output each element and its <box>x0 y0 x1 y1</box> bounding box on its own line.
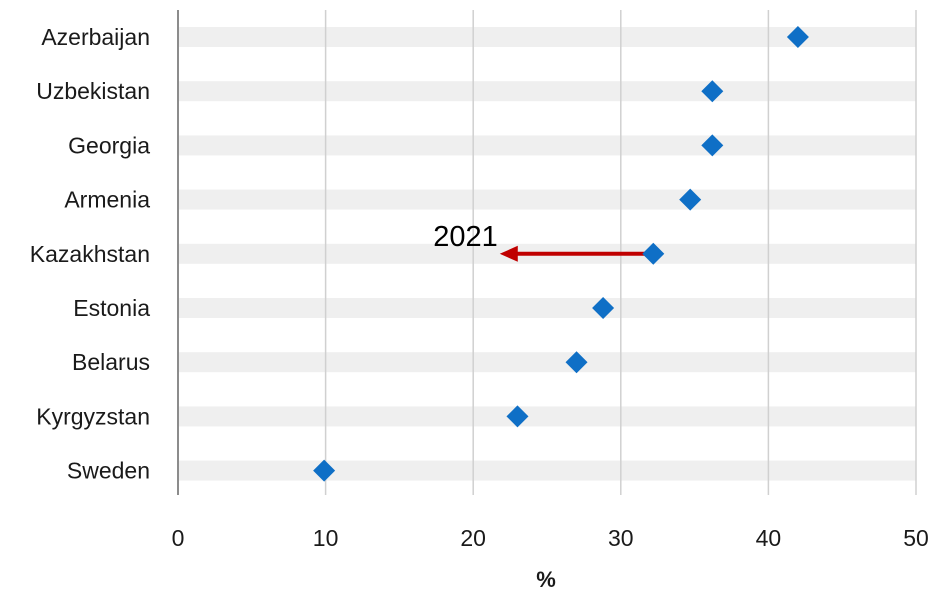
data-point-diamond <box>592 297 615 319</box>
data-point-diamond <box>786 26 809 48</box>
data-point-diamond <box>701 134 724 157</box>
x-tick-labels: 0 10 20 30 40 50 <box>172 525 929 551</box>
category-label: Georgia <box>68 132 150 158</box>
category-label: Estonia <box>73 295 150 321</box>
annotation-label: 2021 <box>433 221 498 253</box>
data-point-diamond <box>642 242 665 265</box>
annotation-2021: 2021 <box>433 221 654 262</box>
data-point-diamond <box>506 405 529 428</box>
category-label: Azerbaijan <box>41 24 150 50</box>
data-markers <box>313 26 809 482</box>
data-point-diamond <box>679 188 702 211</box>
x-tick-label: 10 <box>313 525 339 551</box>
row-band <box>178 298 916 318</box>
category-label: Kyrgyzstan <box>36 403 150 429</box>
x-tick-label: 0 <box>172 525 185 551</box>
data-point-diamond <box>565 351 588 374</box>
category-label: Kazakhstan <box>30 241 150 267</box>
row-band <box>178 27 916 47</box>
row-band <box>178 81 916 102</box>
category-label: Sweden <box>67 458 150 484</box>
category-label: Uzbekistan <box>36 78 150 104</box>
x-tick-label: 20 <box>460 525 486 551</box>
x-axis-title: % <box>536 567 556 592</box>
row-band <box>178 189 916 210</box>
x-tick-label: 40 <box>756 525 782 551</box>
data-point-diamond <box>313 459 336 482</box>
category-label: Armenia <box>64 187 150 213</box>
annotation-arrowhead <box>499 245 518 262</box>
category-label: Belarus <box>72 349 150 375</box>
row-band <box>178 406 916 427</box>
row-bands <box>178 27 916 481</box>
row-band <box>178 135 916 156</box>
row-band <box>178 352 916 373</box>
data-point-diamond <box>701 80 724 103</box>
row-band <box>178 460 916 481</box>
category-labels: Azerbaijan Uzbekistan Georgia Armenia Kazakh… <box>30 24 150 484</box>
x-tick-label: 50 <box>903 525 929 551</box>
x-tick-label: 30 <box>608 525 634 551</box>
